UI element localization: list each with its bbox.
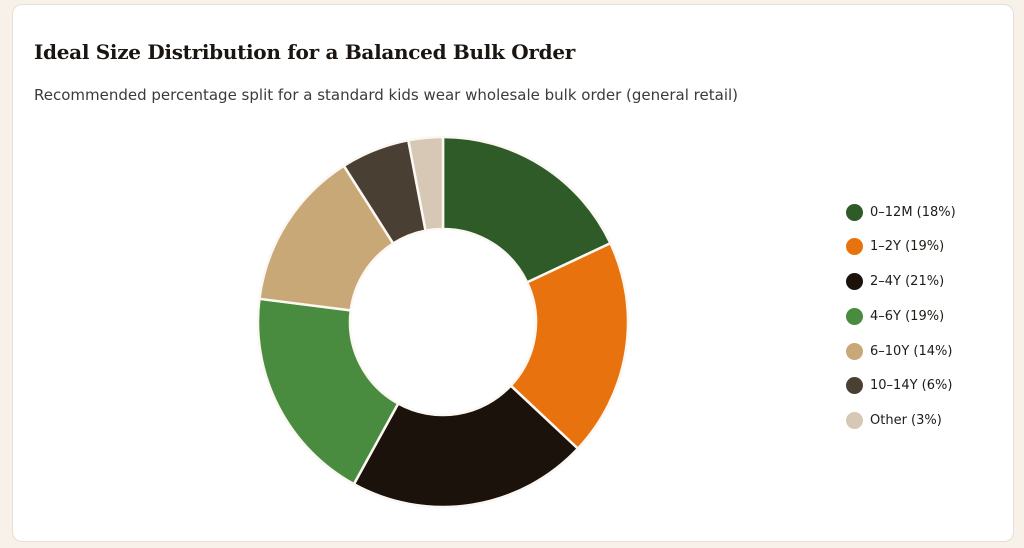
chart-title: Ideal Size Distribution for a Balanced B… <box>34 40 575 64</box>
legend-label: Other (3%) <box>870 413 942 429</box>
legend-label: 4–6Y (19%) <box>870 308 945 324</box>
chart-legend: 0–12M (18%) 1–2Y (19%) 2–4Y (21%) 4–6Y (19%… <box>846 202 956 446</box>
legend-item[interactable]: 6–10Y (14%) <box>846 341 956 361</box>
legend-item[interactable]: 1–2Y (19%) <box>846 237 956 257</box>
slice-0-12m[interactable] <box>441 135 612 284</box>
legend-item[interactable]: 0–12M (18%) <box>846 202 956 222</box>
legend-swatch <box>846 377 863 395</box>
legend-label: 0–12M (18%) <box>870 204 956 220</box>
legend-item[interactable]: 4–6Y (19%) <box>846 306 956 326</box>
legend-label: 10–14Y (6%) <box>870 378 953 394</box>
slice-4-6y[interactable] <box>256 297 400 486</box>
legend-item[interactable]: Other (3%) <box>846 411 956 431</box>
legend-swatch <box>846 238 863 256</box>
legend-swatch <box>846 342 863 360</box>
slice-other[interactable] <box>407 135 445 232</box>
legend-label: 1–2Y (19%) <box>870 239 945 255</box>
chart-subtitle: Recommended percentage split for a stand… <box>34 86 739 104</box>
slice-1-2y[interactable] <box>509 241 630 450</box>
legend-swatch <box>846 273 863 291</box>
legend-swatch <box>846 203 863 221</box>
legend-label: 2–4Y (21%) <box>870 274 945 290</box>
legend-item[interactable]: 10–14Y (6%) <box>846 376 956 396</box>
slice-2-4y[interactable] <box>352 384 580 509</box>
legend-swatch <box>846 412 863 430</box>
legend-label: 6–10Y (14%) <box>870 343 953 359</box>
legend-item[interactable]: 2–4Y (21%) <box>846 272 956 292</box>
legend-swatch <box>846 307 863 325</box>
